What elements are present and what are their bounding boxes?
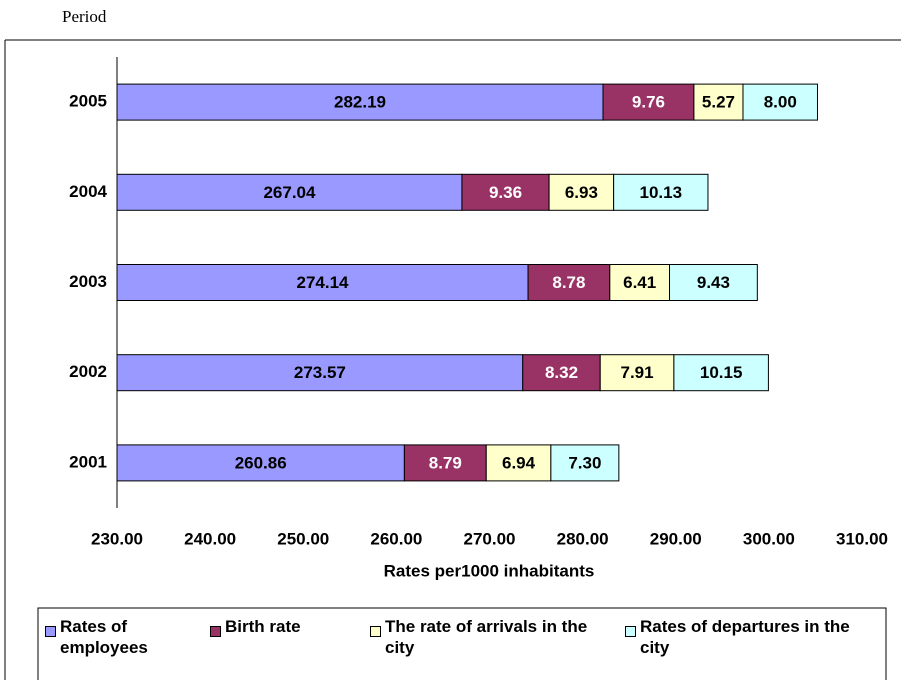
bar-segment xyxy=(550,444,620,482)
value-label: 10.13 xyxy=(640,183,683,202)
legend-swatch xyxy=(625,626,636,637)
y-tick-label: 2001 xyxy=(69,452,107,471)
value-label: 6.94 xyxy=(502,453,536,472)
value-label: 8.32 xyxy=(545,363,578,382)
plot xyxy=(117,83,818,482)
x-tick-label: 310.00 xyxy=(836,529,888,548)
value-label: 9.43 xyxy=(697,273,730,292)
value-label: 10.15 xyxy=(700,363,743,382)
legend-label: The rate of arrivals in the city xyxy=(385,617,588,657)
y-tick-label: 2002 xyxy=(69,362,107,381)
bar-segment xyxy=(527,264,611,301)
legend-swatch xyxy=(45,626,56,637)
x-tick-label: 300.00 xyxy=(743,529,795,548)
bar-segment xyxy=(403,444,487,482)
x-axis-title: Rates per1000 inhabitants xyxy=(384,561,595,580)
value-label: 6.93 xyxy=(565,183,598,202)
x-tick-label: 270.00 xyxy=(464,529,516,548)
bar-segment xyxy=(522,354,601,392)
value-label: 260.86 xyxy=(235,453,287,472)
legend-entry: Rates of employees xyxy=(45,616,195,658)
legend-entry: Rates of departures in the city xyxy=(625,616,870,658)
legend-label: Rates of departures in the city xyxy=(640,617,850,657)
value-label: 8.00 xyxy=(764,93,797,112)
value-label: 9.36 xyxy=(489,183,522,202)
value-label: 267.04 xyxy=(263,183,316,202)
value-label: 274.14 xyxy=(297,273,350,292)
value-label: 7.91 xyxy=(621,363,654,382)
legend-entry: The rate of arrivals in the city xyxy=(370,616,610,658)
bar-segment xyxy=(117,444,405,482)
legend-swatch xyxy=(370,626,381,637)
x-tick-label: 280.00 xyxy=(557,529,609,548)
bar-segment xyxy=(117,354,524,392)
bar-segment xyxy=(602,83,695,121)
value-label: 273.57 xyxy=(294,363,346,382)
bar-segment xyxy=(485,444,552,482)
x-tick-label: 230.00 xyxy=(91,529,143,548)
bar-segment xyxy=(669,264,758,301)
bar-segment xyxy=(599,354,675,392)
legend-swatch xyxy=(210,626,221,637)
y-axis-title: Period xyxy=(62,7,107,26)
bar-segment xyxy=(117,83,604,121)
bar-segment xyxy=(548,173,615,211)
value-label: 282.19 xyxy=(334,93,386,112)
y-tick-label: 2003 xyxy=(69,272,107,291)
y-tick-label: 2005 xyxy=(69,92,107,111)
bar-segment xyxy=(461,173,550,211)
value-label: 6.41 xyxy=(623,273,656,292)
x-tick-label: 240.00 xyxy=(184,529,236,548)
bar-segment xyxy=(693,83,744,121)
x-tick-label: 260.00 xyxy=(370,529,422,548)
legend-label: Birth rate xyxy=(225,617,301,636)
y-tick-label: 2004 xyxy=(69,182,107,201)
bar-segment xyxy=(673,354,769,392)
value-label: 9.76 xyxy=(632,93,665,112)
bar-segment xyxy=(117,264,529,301)
x-tick-label: 290.00 xyxy=(650,529,702,548)
bar-segment xyxy=(742,83,818,121)
bar-segment xyxy=(609,264,671,301)
legend-entry: Birth rate xyxy=(210,616,350,637)
bar-segment xyxy=(613,173,709,211)
x-tick-label: 250.00 xyxy=(277,529,329,548)
legend-box xyxy=(37,607,887,680)
value-label: 7.30 xyxy=(568,453,601,472)
value-label: 8.78 xyxy=(552,273,585,292)
legend-label: Rates of employees xyxy=(60,617,148,657)
value-label: 8.79 xyxy=(429,453,462,472)
value-label: 5.27 xyxy=(702,93,735,112)
